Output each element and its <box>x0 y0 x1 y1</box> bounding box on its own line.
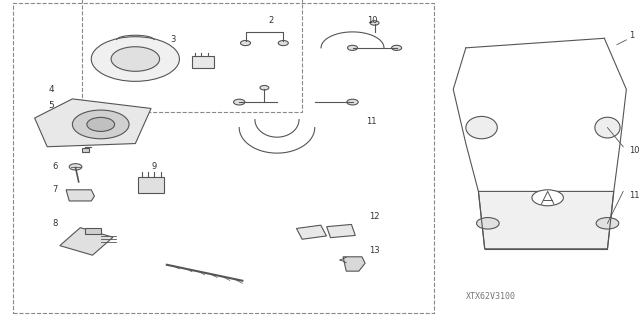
Text: 11: 11 <box>630 191 640 200</box>
Ellipse shape <box>595 117 620 138</box>
Circle shape <box>477 218 499 229</box>
Text: 10: 10 <box>367 16 378 25</box>
Circle shape <box>347 99 358 105</box>
Bar <box>82 0 302 112</box>
Circle shape <box>370 21 379 25</box>
Circle shape <box>234 99 245 105</box>
Circle shape <box>69 164 82 170</box>
Bar <box>296 225 326 239</box>
Text: 8: 8 <box>52 219 58 228</box>
Text: 9: 9 <box>152 162 157 171</box>
Polygon shape <box>66 190 95 201</box>
Polygon shape <box>343 257 365 271</box>
Text: 1: 1 <box>630 31 635 40</box>
Text: 4: 4 <box>49 85 54 94</box>
Text: 13: 13 <box>369 246 380 255</box>
Circle shape <box>532 190 563 206</box>
Text: 11: 11 <box>366 117 377 126</box>
Bar <box>82 148 90 152</box>
Bar <box>13 3 435 313</box>
Circle shape <box>278 41 288 46</box>
Bar <box>85 228 100 234</box>
Text: XTX62V3100: XTX62V3100 <box>466 292 516 301</box>
Circle shape <box>72 110 129 139</box>
Text: 3: 3 <box>170 35 176 44</box>
Ellipse shape <box>466 116 497 139</box>
Circle shape <box>260 85 269 90</box>
Circle shape <box>392 45 402 50</box>
Circle shape <box>92 37 179 81</box>
Text: 7: 7 <box>52 185 58 194</box>
Text: 5: 5 <box>49 101 54 110</box>
Circle shape <box>87 117 115 131</box>
Circle shape <box>241 41 250 46</box>
Circle shape <box>348 45 358 50</box>
Text: 6: 6 <box>52 162 58 171</box>
Bar <box>192 56 214 68</box>
Text: 10: 10 <box>630 146 640 155</box>
Circle shape <box>596 218 619 229</box>
Bar <box>60 228 113 255</box>
Circle shape <box>111 47 159 71</box>
Polygon shape <box>479 191 614 249</box>
Bar <box>326 225 355 238</box>
Text: 2: 2 <box>268 16 273 25</box>
Text: 12: 12 <box>369 212 380 221</box>
Polygon shape <box>35 99 151 147</box>
Bar <box>138 177 164 193</box>
